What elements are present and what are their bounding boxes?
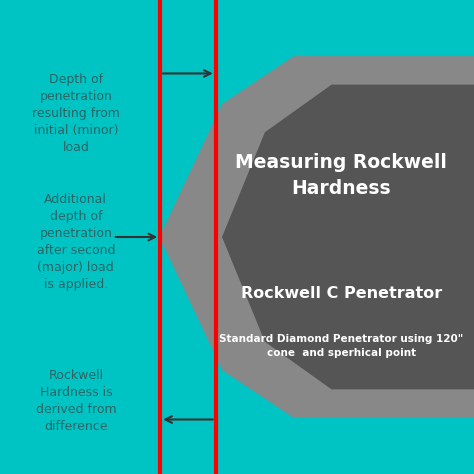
Text: Depth of
penetration
resulting from
initial (minor)
load: Depth of penetration resulting from init… xyxy=(32,73,120,154)
Text: Standard Diamond Penetrator using 120"
cone  and sperhical point: Standard Diamond Penetrator using 120" c… xyxy=(219,335,464,357)
Polygon shape xyxy=(160,57,474,417)
Text: Additional
depth of
penetration
after second
(major) load
is applied.: Additional depth of penetration after se… xyxy=(36,193,115,291)
Polygon shape xyxy=(223,85,474,389)
Text: Rockwell
Hardness is
derived from
difference: Rockwell Hardness is derived from differ… xyxy=(36,368,116,433)
Text: Measuring Rockwell
Hardness: Measuring Rockwell Hardness xyxy=(236,153,447,198)
Text: Rockwell C Penetrator: Rockwell C Penetrator xyxy=(241,286,442,301)
